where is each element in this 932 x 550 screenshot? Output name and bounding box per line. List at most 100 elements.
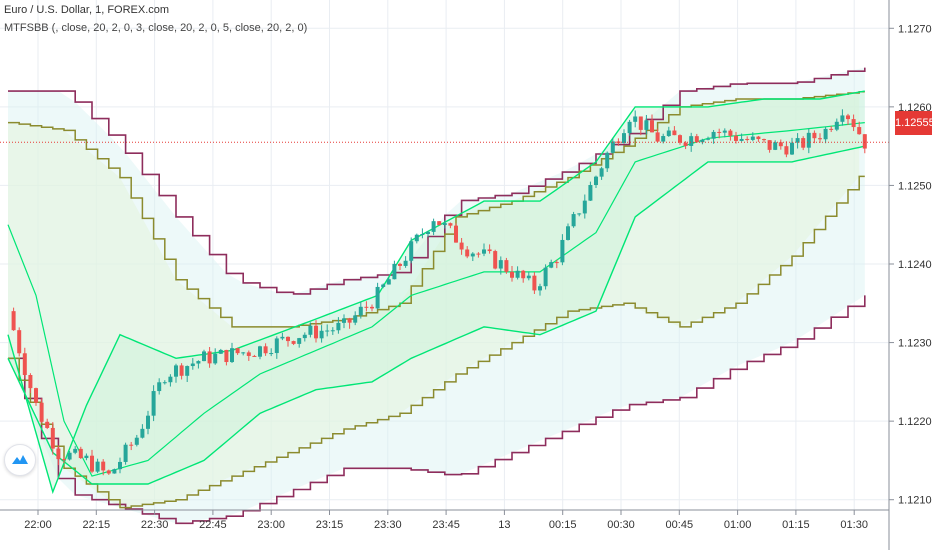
- candle-bull: [773, 142, 778, 150]
- candle-bear: [650, 120, 654, 133]
- band-1-upper: [7, 90, 865, 495]
- candle-bull: [711, 131, 716, 139]
- candle-bear: [487, 249, 492, 252]
- candle-bear: [448, 223, 453, 226]
- candle-bull: [67, 452, 72, 460]
- candle-bull: [526, 275, 531, 279]
- candle-bull: [834, 121, 839, 130]
- candle-bull: [420, 234, 425, 236]
- candle-bull: [151, 391, 156, 416]
- x-tick-label: 00:45: [666, 519, 694, 531]
- candle-bear: [532, 275, 537, 291]
- candle-bull: [213, 353, 218, 364]
- candle-bull: [806, 132, 811, 148]
- candle-bear: [207, 351, 212, 364]
- candle-bear: [370, 306, 374, 309]
- candle-bear: [56, 448, 61, 460]
- candle-bull: [414, 234, 419, 242]
- candle-bull: [392, 263, 397, 280]
- band-3-upper: [8, 90, 865, 328]
- candle-bull: [582, 200, 587, 214]
- candle-bull: [498, 260, 503, 269]
- candle-bull: [325, 330, 330, 332]
- y-tick-label: 1.12300: [898, 338, 932, 350]
- indicator-legend[interactable]: MTFSBB (, close, 20, 2, 0, 3, close, 20,…: [4, 22, 308, 34]
- candle-bear: [476, 253, 481, 255]
- candle-bear: [672, 130, 677, 136]
- candle-bull: [588, 185, 593, 201]
- candle-bear: [678, 135, 682, 143]
- candle-bear: [734, 135, 738, 141]
- candle-bull: [258, 346, 262, 357]
- x-axis-ticks[interactable]: 22:00 22:15 22:30 22:45 23:00 23:15 23:30 23:45…: [24, 510, 868, 531]
- candle-bull: [123, 444, 128, 462]
- candle-bull: [375, 286, 380, 309]
- candle-bear: [454, 225, 458, 243]
- candle-bull: [353, 315, 358, 323]
- tradingview-logo-icon[interactable]: [4, 444, 36, 476]
- candle-bull: [633, 116, 638, 122]
- candle-bull: [95, 461, 100, 472]
- candle-bear: [459, 242, 464, 250]
- x-tick-label: 22:15: [83, 519, 111, 531]
- candle-bull: [274, 338, 279, 354]
- band-1-middle: [7, 122, 865, 477]
- candle-bull: [319, 330, 324, 339]
- candle-bull: [795, 138, 800, 143]
- candle-bear: [778, 142, 783, 147]
- band-1-lower: [7, 145, 865, 485]
- candle-bear: [521, 270, 526, 279]
- candle-bear: [851, 119, 856, 128]
- band-fills: [8, 67, 865, 524]
- candle-bull: [146, 415, 150, 429]
- candle-bull: [196, 361, 201, 364]
- candle-bull: [431, 221, 436, 232]
- candle-bear: [829, 128, 834, 130]
- candle-bear: [62, 459, 66, 461]
- candle-bull: [571, 214, 576, 227]
- candle-bear: [364, 306, 369, 308]
- candle-bull: [706, 138, 710, 140]
- y-tick-label: 1.12400: [898, 259, 932, 271]
- candle-bear: [694, 136, 699, 143]
- y-axis-ticks[interactable]: 1.12700 1.12600 1.12500 1.12400 1.12300 1.122…: [889, 23, 932, 507]
- candle-bear: [22, 353, 27, 375]
- candle-bull: [840, 115, 845, 122]
- candle-bull: [538, 286, 542, 291]
- candle-bull: [297, 338, 302, 344]
- candle-bear: [314, 325, 318, 339]
- candle-bull: [790, 142, 794, 155]
- candle-bear: [28, 374, 33, 389]
- candle-bear: [554, 262, 559, 264]
- candle-bull: [269, 353, 274, 355]
- candle-bull: [342, 318, 346, 323]
- candle-bear: [857, 127, 862, 135]
- candle-bear: [493, 251, 498, 269]
- candle-bull: [302, 334, 307, 339]
- candle-bull: [358, 306, 363, 316]
- candle-bear: [862, 134, 867, 149]
- x-tick-label: 00:15: [549, 519, 577, 531]
- candle-bear: [398, 263, 402, 266]
- candle-bull: [230, 348, 234, 363]
- candle-bull: [330, 330, 335, 332]
- candle-bear: [39, 402, 44, 422]
- candle-bull: [560, 239, 565, 263]
- candle-bull: [610, 141, 615, 153]
- candle-bull: [241, 352, 246, 354]
- candle-bull: [627, 121, 632, 134]
- candle-bear: [179, 365, 184, 376]
- candle-bull: [823, 128, 828, 140]
- candle-bull: [426, 231, 430, 235]
- x-tick-label: 22:30: [141, 519, 169, 531]
- candle-bull: [336, 322, 341, 331]
- candle-bear: [11, 311, 16, 331]
- candle-bear: [812, 132, 817, 139]
- candle-bear: [263, 346, 268, 354]
- candle-bull: [750, 136, 755, 140]
- candle-bull: [442, 223, 447, 226]
- band-lines: [7, 67, 866, 525]
- candle-bull: [644, 120, 649, 130]
- candle-bull: [409, 241, 414, 261]
